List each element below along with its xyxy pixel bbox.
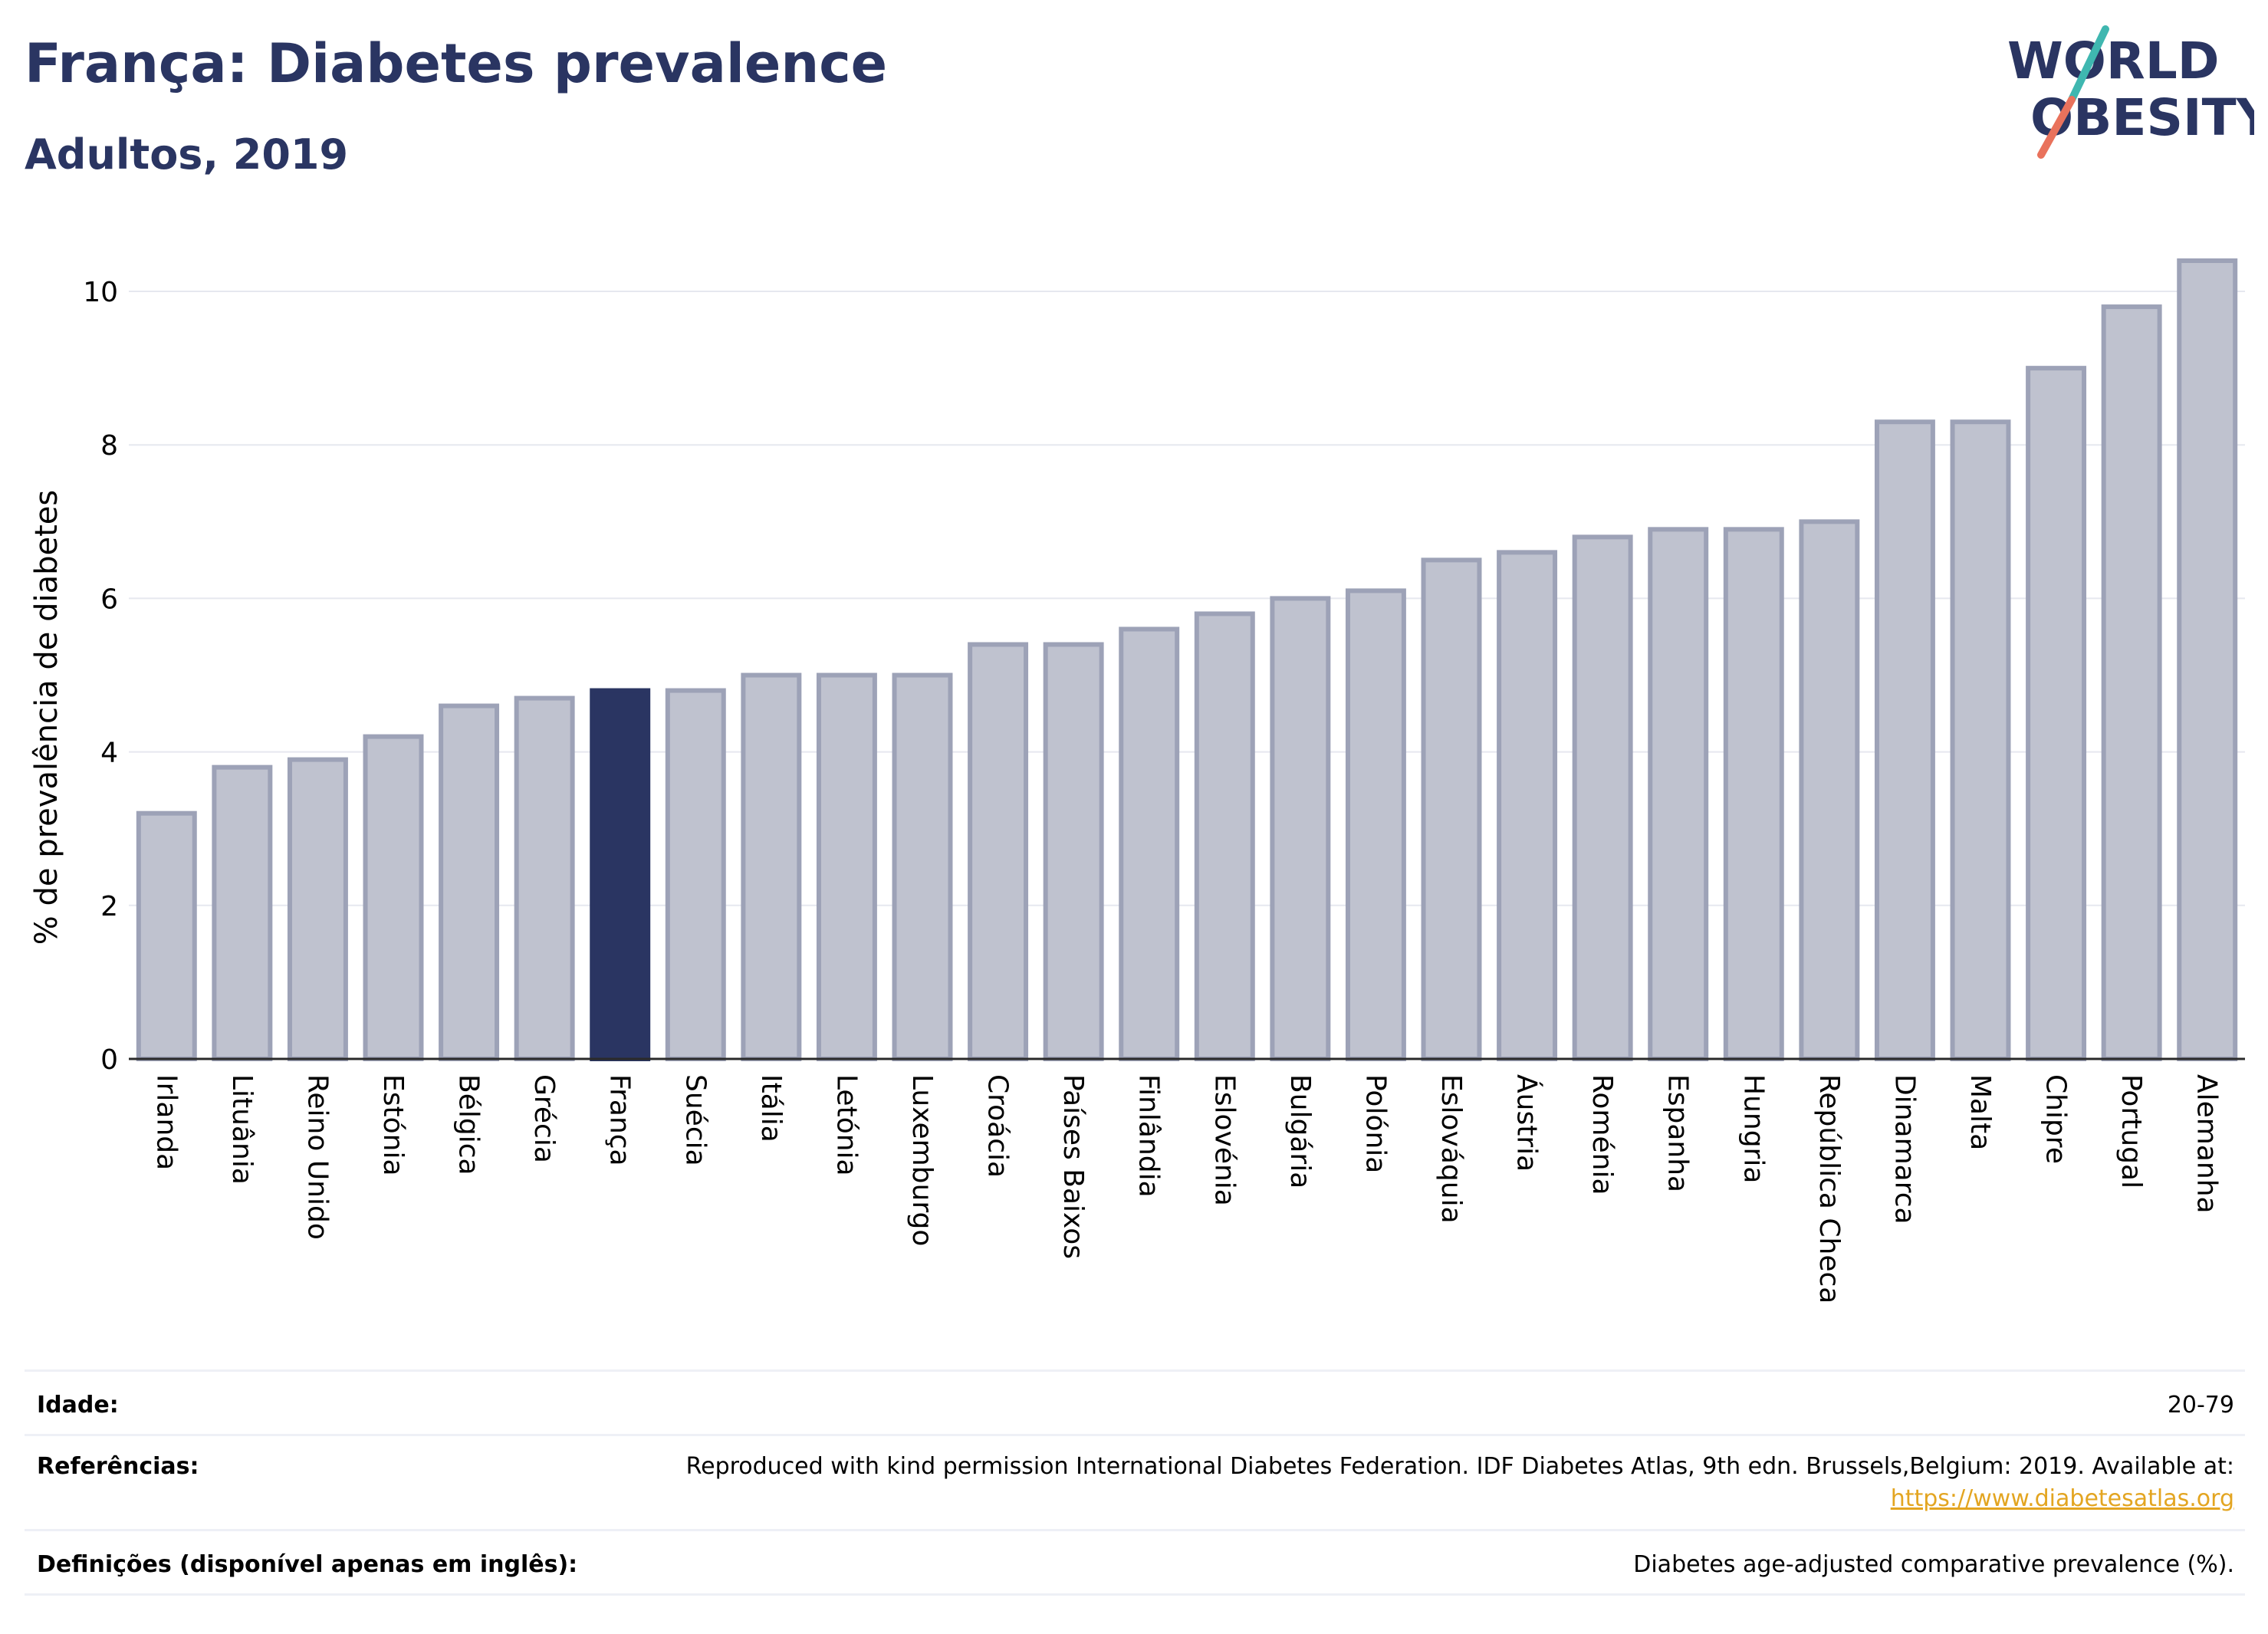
x-tick-label: Itália: [755, 1074, 787, 1142]
age-value: 20-79: [2167, 1392, 2234, 1419]
x-tick-label: Portugal: [2115, 1074, 2147, 1189]
chart-subtitle: Adultos, 2019: [25, 130, 349, 179]
references-text: Reproduced with kind permission Internat…: [685, 1453, 2234, 1480]
y-tick-labels: 0 2 4 6 8 10: [83, 277, 118, 1076]
x-tick-label: Suécia: [679, 1074, 711, 1166]
y-tick-label: 6: [100, 584, 118, 615]
x-tick-label: Espanha: [1662, 1074, 1694, 1192]
y-axis-label: % de prevalência de diabetes: [29, 490, 64, 945]
x-tick-label: Malta: [1964, 1074, 1996, 1150]
bar-Chipre: [2026, 366, 2087, 1061]
bar-Reino Unido: [287, 757, 348, 1062]
bar-Bulgária: [1270, 596, 1331, 1061]
x-tick-label: Luxemburgo: [906, 1074, 938, 1246]
bar-França: [590, 688, 651, 1061]
info-table: Idade: 20-79 Referências: Reproduced wit…: [25, 1369, 2245, 1599]
bar-Malta: [1950, 419, 2011, 1061]
references-link[interactable]: https://www.diabetesatlas.org: [1890, 1485, 2234, 1512]
bar-Estónia: [363, 734, 424, 1061]
x-tick-label: Estónia: [377, 1074, 409, 1176]
bar-Eslovénia: [1194, 611, 1255, 1061]
info-table-bottom-border: [25, 1593, 2245, 1596]
x-tick-labels: Irlanda Lituânia Reino Unido Estónia Bélgica…: [150, 1074, 2222, 1304]
x-tick-label: Chipre: [2040, 1074, 2072, 1164]
bar-Bélgica: [439, 703, 500, 1061]
y-tick-label: 8: [100, 430, 118, 462]
bar-Croácia: [968, 642, 1029, 1061]
x-tick-label: Roménia: [1586, 1074, 1618, 1195]
logo-text-world: WORLD: [2007, 31, 2220, 90]
x-tick-label: Áustria: [1511, 1074, 1543, 1172]
bar-Espanha: [1648, 527, 1709, 1061]
x-tick-label: República Checa: [1813, 1074, 1845, 1304]
logo-slash-bottom: [2037, 96, 2076, 159]
definitions-text: Diabetes age-adjusted comparative preval…: [1633, 1551, 2234, 1578]
bar-Itália: [741, 672, 802, 1061]
bar-Finlândia: [1119, 626, 1180, 1061]
bar-Lituânia: [212, 764, 273, 1062]
x-tick-label: Bélgica: [453, 1074, 485, 1175]
x-tick-label: Países Baixos: [1057, 1074, 1089, 1259]
chart-title: França: Diabetes prevalence: [25, 32, 888, 95]
bars: [136, 258, 2238, 1062]
bar-Polónia: [1345, 588, 1406, 1061]
y-tick-label: 10: [83, 277, 118, 308]
bar-Irlanda: [136, 810, 197, 1061]
bar-Suécia: [665, 688, 726, 1061]
bar-Grécia: [514, 695, 575, 1061]
y-tick-label: 2: [100, 891, 118, 922]
info-row-age: Idade: 20-79: [25, 1369, 2245, 1436]
x-tick-label: França: [604, 1074, 636, 1166]
age-label: Idade:: [37, 1392, 119, 1419]
bar-Letónia: [816, 672, 877, 1061]
x-tick-label: Reino Unido: [301, 1074, 333, 1240]
bar-Roménia: [1572, 534, 1633, 1061]
bar-Luxemburgo: [892, 672, 953, 1061]
logo-text-obesity: OBESITY: [2030, 88, 2254, 147]
y-tick-label: 4: [100, 738, 118, 769]
x-tick-label: Alemanha: [2191, 1074, 2223, 1214]
bar-Dinamarca: [1874, 419, 1935, 1061]
bar-Países Baixos: [1043, 642, 1104, 1061]
bar-Portugal: [2101, 304, 2162, 1062]
bar-República Checa: [1799, 519, 1860, 1061]
x-tick-label: Grécia: [528, 1074, 560, 1163]
info-row-references: Referências: Reproduced with kind permis…: [25, 1434, 2245, 1531]
x-tick-label: Hungria: [1737, 1074, 1769, 1183]
world-obesity-logo: WORLD OBESITY: [2007, 25, 2254, 159]
x-tick-label: Lituânia: [226, 1074, 258, 1185]
y-tick-label: 0: [100, 1044, 118, 1076]
x-tick-label: Finlândia: [1133, 1074, 1165, 1198]
bar-Hungria: [1723, 527, 1784, 1061]
bar-Eslováquia: [1421, 557, 1482, 1061]
x-tick-label: Letónia: [830, 1074, 862, 1176]
references-label: Referências:: [37, 1453, 199, 1480]
x-tick-label: Croácia: [982, 1074, 1014, 1178]
x-tick-label: Bulgária: [1284, 1074, 1316, 1189]
bar-Áustria: [1497, 550, 1558, 1061]
definitions-label: Definições (disponível apenas em inglês)…: [37, 1551, 578, 1578]
x-tick-label: Polónia: [1359, 1074, 1391, 1173]
logo-slash-top: [2068, 25, 2109, 104]
bar-chart: 0 2 4 6 8 10 Irlanda Lituânia Reino Unido Estóni…: [29, 258, 2245, 1304]
bar-Alemanha: [2177, 258, 2238, 1061]
x-tick-label: Dinamarca: [1888, 1074, 1920, 1225]
x-tick-label: Eslováquia: [1435, 1074, 1467, 1224]
x-tick-label: Irlanda: [150, 1074, 182, 1170]
x-tick-label: Eslovénia: [1208, 1074, 1240, 1206]
info-row-definitions: Definições (disponível apenas em inglês)…: [25, 1529, 2245, 1596]
